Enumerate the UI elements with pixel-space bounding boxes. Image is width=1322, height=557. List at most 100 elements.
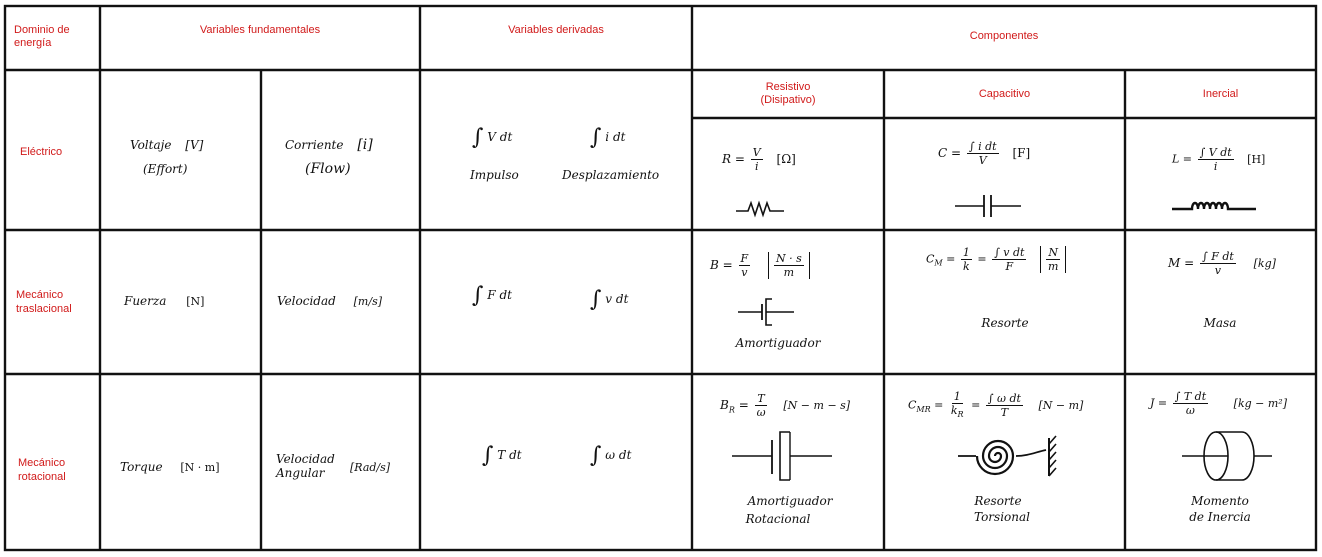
effort-type: (Effort): [143, 162, 188, 176]
unit: [N − m]: [1038, 398, 1084, 412]
flow-name: Velocidad: [277, 294, 336, 308]
numerator-1: 1: [951, 390, 963, 404]
derived-impulse-integral: ∫ V dt: [472, 127, 513, 149]
integral-sign: ∫: [590, 287, 602, 312]
flow-angular-unit: [Rad/s]: [350, 461, 391, 474]
equals: =: [738, 398, 749, 412]
denominator: ω: [756, 406, 766, 419]
integrand: v dt: [605, 292, 629, 306]
denominator-1: kR: [949, 404, 966, 421]
flywheel-caption-line-2: de Inercia: [1189, 510, 1251, 524]
lhs: B: [720, 398, 729, 412]
derived-force-integral: ∫ F dt: [472, 285, 512, 307]
rotational-damper-caption-line-1: Amortiguador: [747, 494, 833, 508]
integral-sign: ∫: [590, 125, 602, 150]
derived-torque-integral: ∫ T dt: [482, 445, 522, 467]
derived-velocity-integral: ∫ v dt: [590, 289, 629, 311]
effort-unit: [N · m]: [180, 461, 220, 474]
flow-angular-velocity: Velocidad Angular: [276, 452, 335, 480]
unit-numerator: N: [1046, 246, 1060, 260]
numerator-2: ∫ v dt: [992, 246, 1027, 260]
flywheel-caption-line-1: Momento: [1191, 494, 1249, 508]
denominator-2: F: [1005, 260, 1014, 273]
unit: [kg]: [1253, 257, 1276, 270]
flow-name: Corriente: [285, 138, 344, 152]
torsional-spring-formula: CMR = 1 kR = ∫ ω dt T [N − m]: [908, 390, 1083, 421]
integrand: i dt: [605, 130, 626, 144]
unit-denominator: m: [783, 266, 795, 279]
flow-unit: [m/s]: [353, 295, 383, 308]
torsional-spring-caption-line-1: Resorte: [974, 494, 1022, 508]
integrand: F dt: [487, 288, 512, 302]
damper-caption: Amortiguador: [735, 336, 821, 350]
flow-unit: [i]: [357, 137, 373, 153]
unit: [H]: [1247, 152, 1266, 166]
fraction-1: 1 kR: [949, 390, 966, 421]
effort-unit: [V]: [185, 138, 204, 152]
inductor-icon: [1172, 201, 1256, 211]
rotational-damper-caption-line-2: Rotacional: [745, 512, 811, 526]
header-resistive: Resistivo (Disipativo): [760, 81, 816, 106]
inductor-formula: L = ∫ V dt i [H]: [1172, 146, 1265, 173]
effort-name: Fuerza: [124, 294, 167, 308]
mass-caption: Masa: [1203, 316, 1237, 330]
torsional-spring-caption-line-2: Torsional: [974, 510, 1030, 524]
denominator: ω: [1185, 404, 1195, 417]
denominator: v: [1214, 264, 1221, 277]
denominator: V: [978, 154, 987, 167]
lhs: J =: [1150, 396, 1168, 410]
denominator-1: k: [963, 260, 970, 273]
fraction-2: ∫ ω dt T: [985, 392, 1023, 419]
header-derived-variables: Variables derivadas: [508, 24, 604, 36]
capacitor-formula: C = ∫ i dt V [F]: [938, 140, 1030, 167]
lhs-subscript: R: [728, 405, 735, 415]
lhs: L =: [1172, 152, 1193, 166]
row-label-electric: Eléctrico: [20, 146, 63, 158]
numerator: ∫ T dt: [1172, 390, 1209, 404]
integrand: V dt: [487, 130, 513, 144]
fraction-2: ∫ v dt F: [992, 246, 1027, 273]
flow-name-line-1: Velocidad: [276, 452, 335, 466]
effort-torque: Torque [N · m]: [120, 460, 220, 475]
integral-sign: ∫: [472, 125, 484, 150]
denominator-1-base: k: [950, 404, 958, 417]
effort-unit: [N]: [186, 295, 205, 308]
integral-sign: ∫: [482, 443, 494, 468]
lhs: M =: [1168, 256, 1195, 270]
lhs: C: [908, 398, 917, 412]
mass-formula: M = ∫ F dt v [kg]: [1168, 250, 1276, 277]
lhs: B =: [710, 258, 733, 272]
fraction: ∫ V dt i: [1197, 146, 1234, 173]
header-domain: Dominio de energía: [14, 24, 70, 49]
unit: [F]: [1012, 146, 1031, 160]
integral-sign: ∫: [472, 283, 484, 308]
equals: =: [934, 398, 944, 412]
spring-caption: Resorte: [981, 316, 1029, 330]
flow-name-line-2: Angular: [276, 466, 325, 480]
lhs: C =: [938, 146, 962, 160]
effort-name: Torque: [120, 460, 163, 474]
integrand: ω dt: [605, 448, 632, 462]
numerator: F: [738, 252, 751, 266]
fraction: ∫ i dt V: [966, 140, 999, 167]
denominator: v: [741, 266, 748, 279]
header-capacitive: Capacitivo: [978, 88, 1031, 100]
numerator-1: 1: [960, 246, 972, 260]
flow-current: Corriente [i]: [285, 138, 373, 153]
unit: [N − m − s]: [783, 399, 851, 412]
equals-2: =: [977, 252, 987, 266]
integrand: T dt: [497, 448, 522, 462]
flow-velocity: Velocidad [m/s]: [277, 294, 382, 309]
derived-displacement-name: Desplazamiento: [562, 168, 660, 182]
